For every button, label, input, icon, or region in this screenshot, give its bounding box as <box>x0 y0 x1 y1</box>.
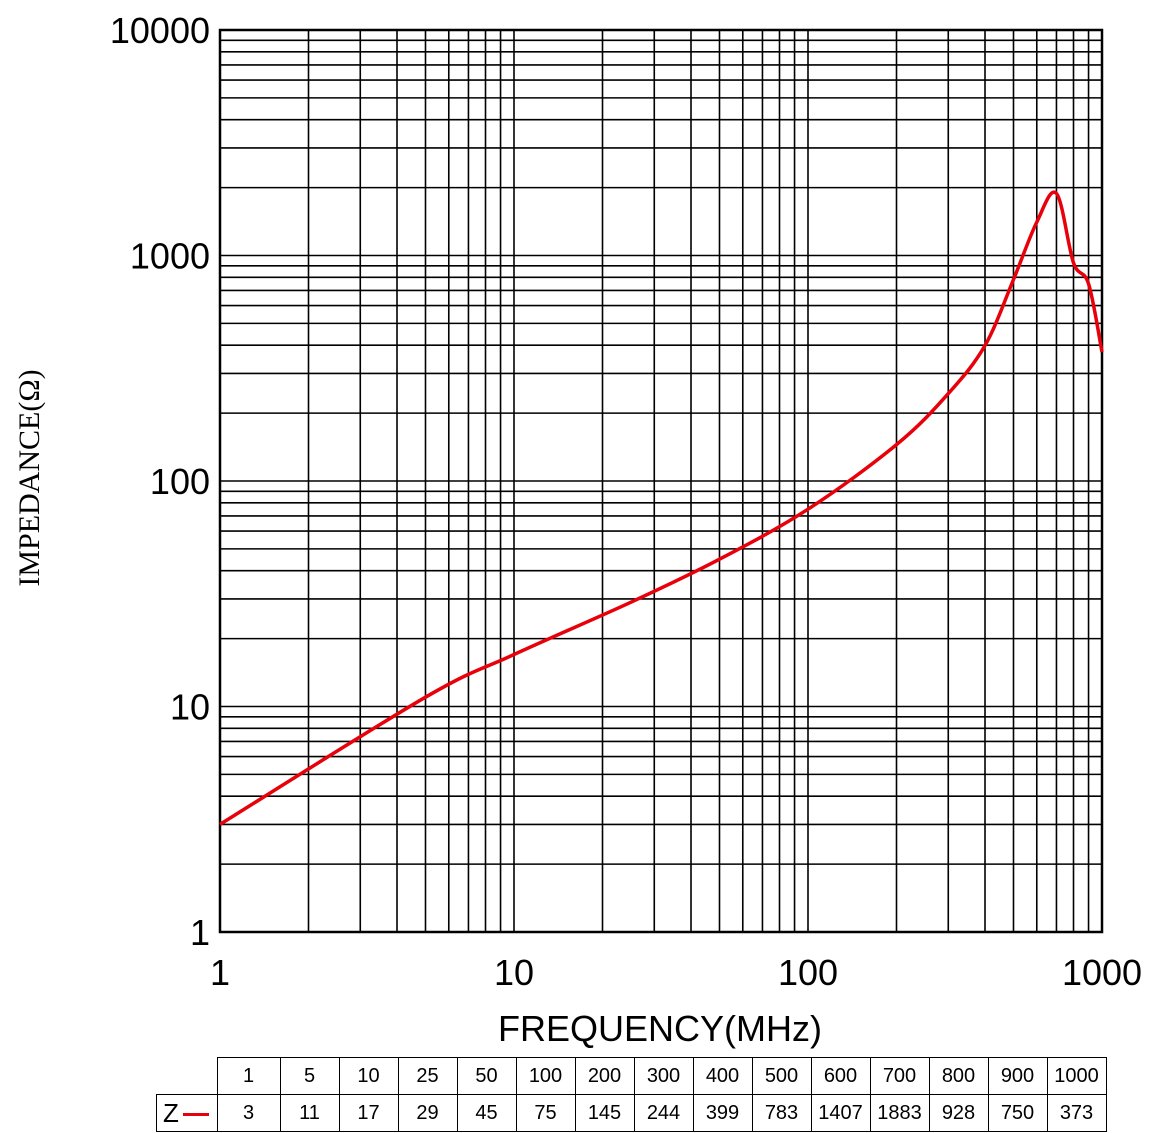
y-tick-label: 1000 <box>130 236 210 277</box>
x-tick-label: 1 <box>210 952 230 993</box>
frequency-cell: 200 <box>574 1057 635 1095</box>
impedance-cell: 244 <box>633 1094 694 1132</box>
frequency-cell: 25 <box>397 1057 458 1095</box>
y-tick-label: 1 <box>190 912 210 953</box>
impedance-cell: 17 <box>338 1094 399 1132</box>
impedance-cell: 45 <box>456 1094 517 1132</box>
impedance-cell: 399 <box>692 1094 753 1132</box>
frequency-cell: 500 <box>751 1057 812 1095</box>
x-tick-labels: 1 10 100 1000 <box>210 952 1142 993</box>
impedance-cell: 750 <box>987 1094 1048 1132</box>
impedance-chart: 1 10 100 1000 10000 1 10 100 1000 <box>110 10 1142 993</box>
series-legend-cell: Z <box>156 1094 218 1132</box>
frequency-cell: 10 <box>338 1057 399 1095</box>
series-line-z <box>219 190 1104 826</box>
series-name: Z <box>163 1097 179 1128</box>
y-tick-label: 100 <box>150 461 210 502</box>
impedance-cell: 29 <box>397 1094 458 1132</box>
series-layer <box>219 190 1104 826</box>
series-legend-swatch <box>182 1113 209 1117</box>
impedance-cell: 1883 <box>869 1094 930 1132</box>
impedance-cell: 75 <box>515 1094 576 1132</box>
frequency-cell: 100 <box>515 1057 576 1095</box>
frequency-cell: 300 <box>633 1057 694 1095</box>
y-tick-label: 10 <box>170 687 210 728</box>
grid <box>219 30 1102 933</box>
impedance-cell: 1407 <box>810 1094 871 1132</box>
x-tick-label: 10 <box>494 952 534 993</box>
impedance-row: Z 3 11 17 29 45 75 145 244 399 783 1407 1883 928 750 3… <box>156 1094 1107 1132</box>
x-tick-label: 100 <box>778 952 838 993</box>
impedance-cell: 928 <box>928 1094 989 1132</box>
frequency-cell: 900 <box>987 1057 1048 1095</box>
x-axis-label: FREQUENCY(MHz) <box>498 1008 822 1049</box>
frequency-cell: 800 <box>928 1057 989 1095</box>
frequency-row: 1 5 10 25 50 100 200 300 400 500 600 700 800 900 1000 <box>156 1057 1107 1095</box>
impedance-cell: 373 <box>1046 1094 1107 1132</box>
impedance-cell: 11 <box>279 1094 340 1132</box>
frequency-cell: 600 <box>810 1057 871 1095</box>
frequency-cell: 50 <box>456 1057 517 1095</box>
x-tick-label: 1000 <box>1062 952 1142 993</box>
impedance-cell: 783 <box>751 1094 812 1132</box>
frequency-cell: 400 <box>692 1057 753 1095</box>
y-axis-label: IMPEDANCE(Ω) <box>13 369 46 587</box>
impedance-data-table: 1 5 10 25 50 100 200 300 400 500 600 700 800 900 1000 … <box>156 1057 1107 1132</box>
y-tick-label: 10000 <box>110 10 210 51</box>
plot-frame <box>218 28 1104 934</box>
frequency-cell: 5 <box>279 1057 340 1095</box>
table-corner-cell <box>156 1057 218 1095</box>
impedance-cell: 145 <box>574 1094 635 1132</box>
y-tick-labels: 1 10 100 1000 10000 <box>110 10 210 953</box>
impedance-cell: 3 <box>216 1094 281 1132</box>
frequency-cell: 700 <box>869 1057 930 1095</box>
frequency-cell: 1 <box>216 1057 281 1095</box>
frequency-cell: 1000 <box>1046 1057 1107 1095</box>
plot-border <box>218 28 1104 934</box>
